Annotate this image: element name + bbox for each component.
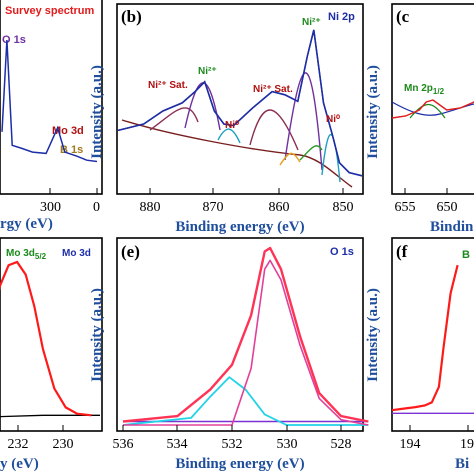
- b1s-fit-line: [391, 264, 459, 412]
- panel-b-xtitle: Binding energy (eV): [175, 219, 304, 235]
- panel-f: Intensity (a.u.) (f B 194 19 Bi: [365, 237, 474, 472]
- panel-e-ytitle: Intensity (a.u.): [89, 288, 105, 382]
- panel-c: Intensity (a.u.) (c Mn 2p1/2 655 650 Bin…: [365, 3, 474, 235]
- panel-a-frame: [0, 0, 103, 195]
- mn-label-main: Mn 2p: [404, 83, 433, 94]
- panel-f-ytitle: Intensity (a.u.): [365, 288, 381, 382]
- tick-label-880: 880: [140, 200, 161, 215]
- panel-a: Survey spectrum O 1s Mo 3d B 1s 300 0 rg…: [0, 0, 103, 232]
- panel-b-ytitle: Intensity (a.u.): [89, 65, 105, 159]
- tick-label-860: 860: [269, 200, 290, 215]
- o1s-label: O 1s: [2, 34, 26, 46]
- panel-e-name: O 1s: [330, 246, 354, 258]
- tick-label-870: 870: [203, 200, 224, 215]
- ni-sat1-component: [149, 107, 199, 131]
- mn2p-fit-line: [391, 99, 474, 119]
- panel-c-xticks: 655 650: [395, 188, 458, 215]
- panel-b-name: Ni 2p: [328, 11, 355, 23]
- panel-f-letter: (f: [396, 242, 408, 261]
- panel-a-xtitle: rgy (eV): [0, 216, 53, 232]
- tick-label-850: 850: [333, 200, 354, 215]
- panel-c-letter: (c: [396, 7, 410, 26]
- ni0-component-1: [217, 128, 241, 144]
- ni2-component-2: [284, 72, 323, 171]
- ni-sat2-component: [249, 109, 299, 151]
- o1s-secondary-component-line: [122, 376, 369, 426]
- o1s-envelope-line: [122, 246, 369, 423]
- ni0-label-1: Ni⁰: [225, 120, 239, 131]
- tick-label-230: 230: [53, 437, 74, 452]
- o1s-series-group: [122, 246, 369, 426]
- ni2-label-2: Ni²⁺: [302, 17, 321, 28]
- mo-label-main: Mo 3d: [6, 248, 35, 259]
- mn-background-line: [391, 101, 474, 116]
- tick-label-528: 528: [331, 437, 352, 452]
- panel-e-xticks: 536 534 532 530 528: [113, 425, 352, 452]
- tick-label-19x: 19: [460, 437, 474, 452]
- panel-f-xticks: 194 19: [400, 425, 474, 452]
- tick-label-532: 532: [222, 437, 243, 452]
- ni-sat1-label: Ni²⁺ Sat.: [148, 80, 188, 91]
- panel-d-name: Mo 3d: [62, 248, 91, 259]
- mo3d-fit-line: [0, 260, 92, 417]
- tick-label-0: 0: [93, 200, 100, 215]
- panel-d-xtitle: y (eV): [0, 456, 39, 472]
- mn-label-sub: 1/2: [433, 87, 445, 96]
- tick-label-300: 300: [40, 200, 61, 215]
- panel-c-frame: [391, 3, 474, 195]
- ni-orange-component: [279, 152, 301, 166]
- tick-label-650: 650: [437, 200, 458, 215]
- ni2-component-1: [184, 82, 221, 131]
- panel-e-xtitle: Binding energy (eV): [175, 456, 304, 472]
- survey-spectrum-line: [1, 39, 98, 163]
- panel-e: Intensity (a.u.) (e) O 1s 536 534 532 53…: [89, 237, 369, 472]
- mn-label: Mn 2p1/2: [404, 83, 445, 96]
- panel-b: Intensity (a.u.) (b) Ni 2p Ni²⁺ Sat. Ni²…: [89, 3, 364, 235]
- panel-e-frame: [116, 237, 364, 432]
- panel-c-xtitle: Bindin: [430, 219, 474, 235]
- panel-c-ytitle: Intensity (a.u.): [365, 65, 381, 159]
- tick-label-530: 530: [277, 437, 298, 452]
- panel-b-xticks: 880 870 860 850: [140, 188, 354, 215]
- tick-label-534: 534: [167, 437, 188, 452]
- tick-label-536: 536: [113, 437, 134, 452]
- tick-label-655: 655: [395, 200, 416, 215]
- o1s-main-component-line: [123, 259, 369, 426]
- panel-e-letter: (e): [121, 242, 140, 261]
- mo-label: Mo 3d5/2: [6, 248, 47, 261]
- panel-a-legend: Survey spectrum: [5, 5, 94, 17]
- ni-background-line: [121, 119, 353, 188]
- ni0-component-2: [321, 133, 341, 183]
- mo-label-sub: 5/2: [35, 252, 47, 261]
- tick-label-194: 194: [400, 437, 421, 452]
- panel-f-frame: [391, 237, 474, 432]
- panel-d-xticks: 232 230: [8, 425, 74, 452]
- panel-b-frame: [116, 3, 364, 195]
- ni-green-component: [299, 145, 323, 161]
- ni0-label-2: Ni⁰: [326, 114, 340, 125]
- ni-sat2-label: Ni²⁺ Sat.: [253, 84, 293, 95]
- tick-label-232: 232: [8, 437, 29, 452]
- ni2-label-1: Ni²⁺: [198, 66, 217, 77]
- panel-f-xtitle: Bi: [455, 456, 469, 472]
- panel-d: Mo 3d Mo 3d5/2 232 230 y (eV): [0, 237, 103, 472]
- b1s-label-partial: B: [462, 249, 470, 261]
- panel-b-letter: (b): [121, 7, 142, 26]
- panel-a-xticks: 300 0: [40, 188, 100, 215]
- panel-d-frame: [0, 237, 103, 432]
- mn-component: [409, 103, 446, 119]
- ni2p-envelope-line: [117, 29, 363, 177]
